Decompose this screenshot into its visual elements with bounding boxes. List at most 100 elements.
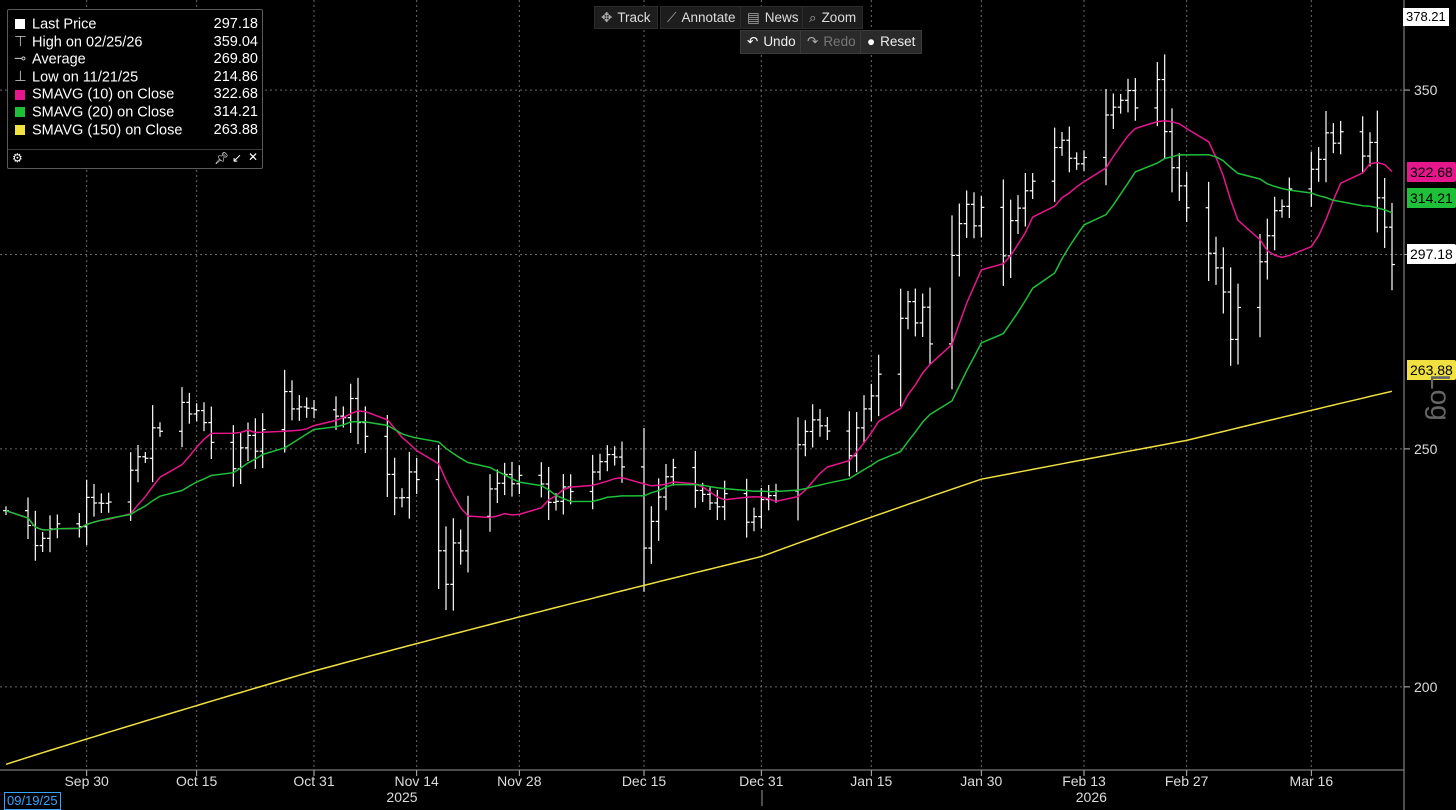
price-bar	[1213, 236, 1219, 285]
x-tick-label: Dec 15	[622, 773, 667, 789]
price-bar	[897, 288, 904, 407]
price-bar	[76, 513, 83, 538]
average-icon: ⊸	[14, 51, 27, 68]
crosshair-icon: ✥	[601, 10, 613, 25]
price-bar	[809, 404, 816, 448]
legend-row[interactable]: ⊤ High on 02/25/26 359.04	[14, 34, 258, 51]
start-date-box[interactable]: 09/19/25	[4, 792, 61, 810]
gear-icon[interactable]: ⚙	[12, 151, 23, 165]
price-bar	[443, 526, 449, 611]
minimize-icon[interactable]: ↙	[232, 151, 243, 165]
redo-icon: ↷	[807, 34, 819, 49]
price-bar	[149, 405, 156, 483]
price-bar	[201, 402, 207, 432]
price-bar	[1257, 234, 1263, 338]
price-bar	[1374, 110, 1381, 233]
price-bar	[516, 465, 523, 495]
price-bar	[413, 457, 420, 494]
price-bar	[589, 454, 596, 510]
reset-button[interactable]: ● Reset	[860, 30, 923, 54]
annotate-button[interactable]: ⟋ Annotate	[660, 6, 743, 29]
x-tick-label: Feb 13	[1062, 773, 1106, 789]
price-bar	[905, 290, 911, 330]
x-tick-label: Dec 31	[739, 773, 784, 789]
price-bar	[1110, 93, 1117, 129]
legend-footer: ⚙ 📌︎ ↙ ✕	[8, 149, 262, 168]
sma150-line	[5, 390, 1393, 766]
price-bar	[457, 529, 464, 565]
swatch-square	[15, 107, 25, 118]
price-bar	[597, 453, 603, 481]
price-bar	[1007, 199, 1014, 278]
price-bar	[230, 425, 237, 487]
price-bar	[1183, 172, 1190, 223]
legend-panel[interactable]: Last Price 297.18 ⊤ High on 02/25/26 359.04 ⊸…	[7, 9, 263, 169]
price-bar	[1367, 132, 1373, 167]
legend-row[interactable]: SMAVG (150) on Close 263.88	[14, 122, 258, 139]
sma20-badge: 314.21	[1407, 188, 1456, 208]
pin-icon[interactable]: 📌︎	[214, 151, 230, 165]
price-bar	[1227, 267, 1234, 366]
legend-value: 322.68	[213, 86, 258, 103]
price-bar	[1066, 126, 1073, 173]
price-bar	[1359, 116, 1366, 173]
x-tick-label: Nov 14	[394, 773, 439, 789]
price-bar	[1132, 78, 1139, 121]
legend-row[interactable]: SMAVG (20) on Close 314.21	[14, 104, 258, 121]
price-bar	[1015, 195, 1021, 234]
price-bar	[303, 397, 310, 418]
price-bar	[406, 451, 413, 519]
swatch-square	[15, 124, 25, 135]
y-tick-label: 350	[1414, 82, 1438, 98]
legend-value: 314.21	[213, 104, 258, 120]
price-bar	[83, 479, 90, 546]
legend-row[interactable]: SMAVG (10) on Close 322.68	[14, 86, 258, 103]
grid-lines	[0, 0, 1404, 770]
track-button[interactable]: ✥ Track	[594, 6, 658, 29]
price-bar	[1029, 173, 1036, 200]
price-bar	[795, 417, 801, 521]
legend-label: High on 02/25/26	[32, 33, 143, 50]
legend-row[interactable]: ⊥ Low on 11/21/25 214.86	[14, 69, 258, 86]
x-tick-label: Feb 27	[1165, 773, 1209, 789]
zoom-button[interactable]: ⌕ Zoom	[802, 6, 864, 29]
price-bar	[311, 399, 317, 419]
price-bar	[1051, 127, 1058, 203]
price-bar	[1389, 202, 1395, 291]
price-bar	[751, 507, 757, 532]
redo-button[interactable]: ↷ Redo	[800, 30, 863, 54]
legend-row[interactable]: Last Price 297.18	[14, 16, 258, 33]
legend-label: Average	[32, 51, 86, 68]
price-bar	[853, 412, 860, 473]
price-bar	[347, 383, 354, 433]
close-icon[interactable]: ✕	[248, 150, 259, 164]
legend-row[interactable]: ⊸ Average 269.80	[14, 51, 258, 68]
news-button[interactable]: ▤ News	[740, 6, 806, 29]
price-bar	[567, 474, 574, 505]
price-bar	[1381, 177, 1388, 248]
y-tick-label: 200	[1414, 679, 1438, 695]
sma20-line	[5, 153, 1393, 531]
low-icon: ⊥	[14, 68, 27, 85]
price-bar	[949, 215, 955, 390]
x-tick-label: Sep 30	[64, 773, 109, 789]
legend-label: SMAVG (20) on Close	[32, 104, 175, 121]
price-bar	[699, 482, 706, 503]
price-bar	[157, 422, 163, 437]
price-bar	[252, 418, 259, 469]
price-bar	[824, 416, 831, 440]
price-bar	[538, 462, 545, 498]
price-bar	[1073, 152, 1080, 170]
price-bar	[259, 413, 266, 469]
undo-button[interactable]: ↶ Undo	[740, 30, 803, 54]
price-bar	[1315, 147, 1322, 182]
legend-value: 297.18	[213, 16, 258, 32]
price-bar	[179, 387, 185, 448]
price-bar	[333, 396, 339, 430]
legend-swatch	[14, 104, 26, 121]
price-bar	[501, 462, 508, 496]
price-bar	[281, 369, 288, 453]
price-bar	[545, 466, 552, 521]
price-bar	[1161, 54, 1168, 159]
